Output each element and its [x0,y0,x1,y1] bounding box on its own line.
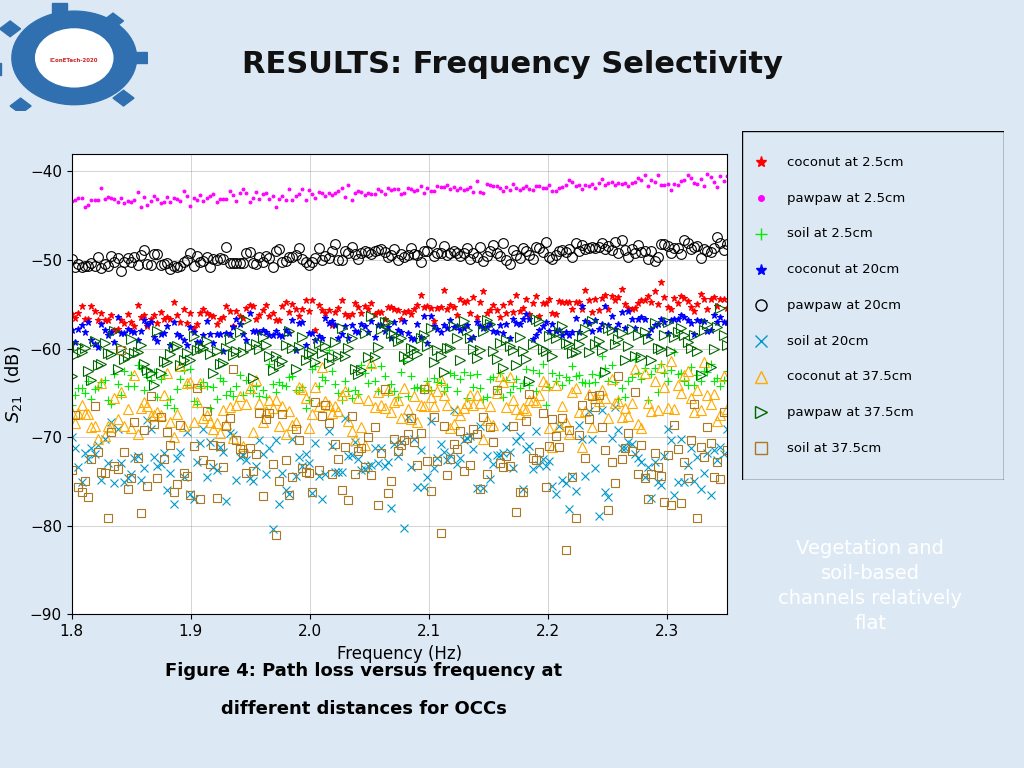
Bar [10,98,31,114]
Y-axis label: $S_{21}$  (dB): $S_{21}$ (dB) [3,345,25,423]
Bar [0,21,20,37]
Text: IConETech-2020: IConETech-2020 [50,58,98,63]
Bar [52,3,67,15]
Text: Vegetation and
soil-based
channels relatively
flat: Vegetation and soil-based channels relat… [778,538,963,633]
Bar [113,91,134,106]
Bar [132,52,147,64]
Text: coconut at 2.5cm: coconut at 2.5cm [786,156,903,169]
Text: pawpaw at 37.5cm: pawpaw at 37.5cm [786,406,913,419]
Bar [0,64,1,74]
Text: Figure 4: Path loss versus frequency at: Figure 4: Path loss versus frequency at [165,662,562,680]
Text: coconut at 20cm: coconut at 20cm [786,263,899,276]
Text: pawpaw at 20cm: pawpaw at 20cm [786,299,901,312]
Text: different distances for OCCs: different distances for OCCs [220,700,507,718]
Text: pawpaw at 2.5cm: pawpaw at 2.5cm [786,192,905,204]
Text: soil at 37.5cm: soil at 37.5cm [786,442,881,455]
Text: soil at 20cm: soil at 20cm [786,335,868,347]
Text: coconut at 37.5cm: coconut at 37.5cm [786,370,911,383]
X-axis label: Frequency (Hz): Frequency (Hz) [337,644,462,663]
Text: soil at 2.5cm: soil at 2.5cm [786,227,872,240]
Bar [102,13,124,29]
Circle shape [12,11,136,104]
Bar [67,112,82,124]
Text: RESULTS: Frequency Selectivity: RESULTS: Frequency Selectivity [242,50,782,79]
Circle shape [36,29,113,87]
